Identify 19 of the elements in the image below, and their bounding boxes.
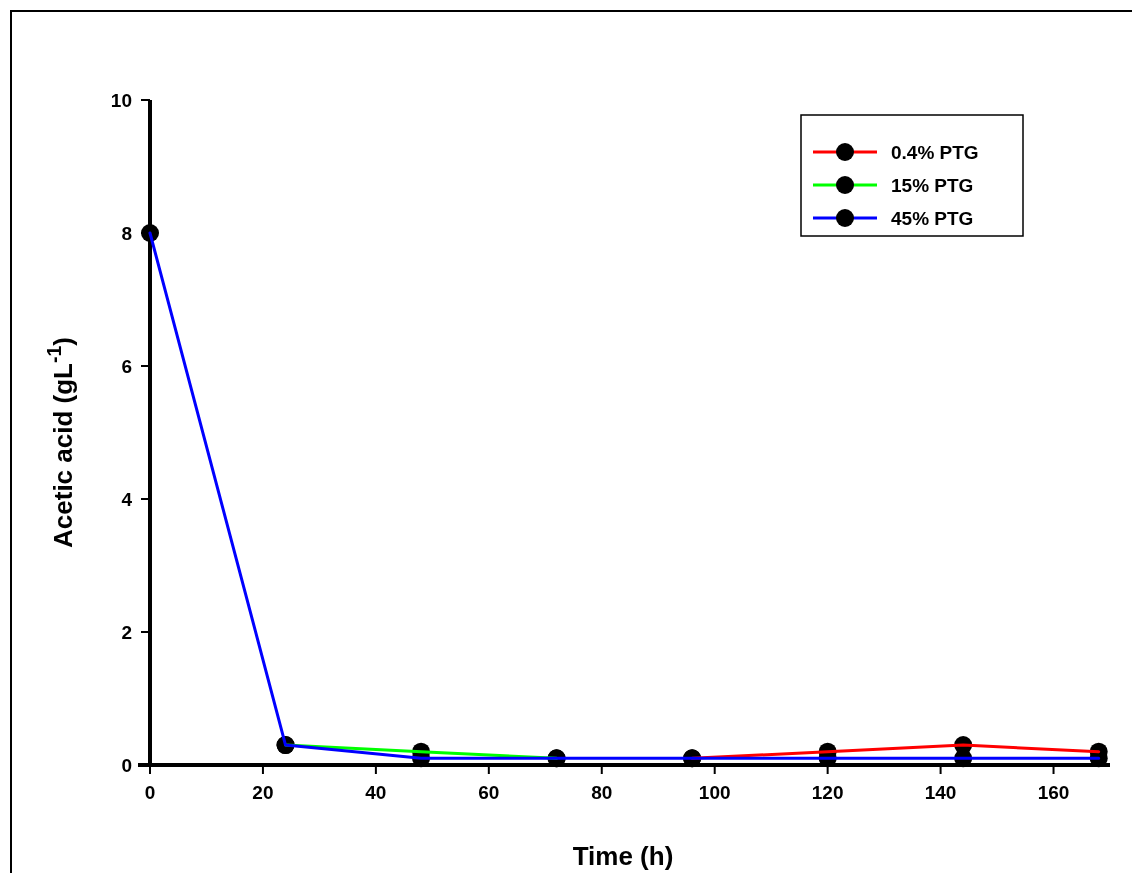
y-tick-label: 8 xyxy=(121,223,132,244)
y-tick-label: 6 xyxy=(121,356,132,377)
legend-label: 15% PTG xyxy=(891,175,974,196)
x-tick-label: 80 xyxy=(591,782,613,803)
x-tick-label: 160 xyxy=(1037,782,1070,803)
y-tick-label: 10 xyxy=(110,90,132,111)
x-tick-label: 140 xyxy=(924,782,957,803)
x-tick-label: 120 xyxy=(811,782,844,803)
x-tick-label: 100 xyxy=(698,782,731,803)
x-tick-label: 0 xyxy=(144,782,156,803)
x-tick-label: 60 xyxy=(478,782,500,803)
y-tick-label: 0 xyxy=(121,755,132,776)
x-tick-label: 20 xyxy=(252,782,274,803)
legend-label: 45% PTG xyxy=(891,208,974,229)
legend-label: 0.4% PTG xyxy=(891,142,979,163)
x-tick-label: 40 xyxy=(365,782,387,803)
y-tick-label: 2 xyxy=(121,622,132,643)
x-axis-title: Time (h) xyxy=(572,841,674,871)
y-tick-label: 4 xyxy=(121,489,133,510)
